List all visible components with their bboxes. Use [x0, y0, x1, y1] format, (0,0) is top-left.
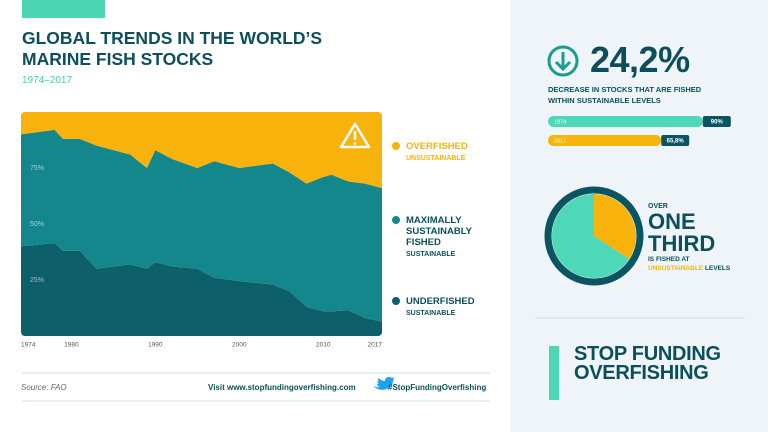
legend-label: OVERFISHED — [406, 141, 468, 152]
y-tick-label: 25% — [30, 277, 44, 284]
area-band — [21, 129, 382, 322]
legend-swatch — [392, 216, 400, 224]
pie-chart — [544, 186, 644, 286]
legend-status: UNSUSTAINABLE — [406, 155, 466, 162]
pie-note: IS FISHED AT — [648, 256, 690, 263]
y-tick-label: 75% — [30, 165, 44, 172]
x-tick-label: 1974 — [21, 342, 36, 349]
warning-icon — [339, 122, 371, 149]
cta-accent — [549, 346, 559, 400]
value-label-box — [702, 116, 731, 127]
twitter-icon — [371, 377, 395, 390]
hashtag: #StopFundingOverfishing — [388, 383, 487, 392]
pie-over: OVER — [648, 203, 668, 210]
pie-highlight: UNSUSTAINABLE — [648, 265, 704, 272]
stat-caption: DECREASE IN STOCKS THAT ARE FISHED WITHI… — [548, 85, 702, 105]
value-label: 90% — [711, 119, 724, 125]
area-chart — [21, 112, 382, 336]
pie-slice — [594, 194, 636, 259]
legend-label: UNDERFISHED — [406, 296, 475, 307]
value-label-box — [661, 135, 690, 146]
bar-category: 1974 — [554, 119, 566, 125]
pie-note-end: LEVELS — [704, 265, 731, 272]
pie-headline: ONE THIRD — [648, 209, 716, 256]
y-tick-label: 50% — [30, 221, 44, 228]
pie-ring — [544, 186, 644, 286]
value-label: 65,8% — [667, 138, 685, 144]
area-band — [21, 243, 382, 336]
area-band — [21, 112, 382, 189]
x-tick-label: 1980 — [64, 342, 79, 349]
legend-status: SUSTAINABLE — [406, 310, 456, 317]
x-tick-label: 2000 — [232, 342, 247, 349]
x-tick-label: 1990 — [148, 342, 163, 349]
pie-note-line: UNSUSTAINABLE LEVELS — [648, 265, 730, 272]
chart-subtitle: 1974–2017 — [22, 75, 73, 86]
legend-status: SUSTAINABLE — [406, 251, 456, 258]
source: Source: FAO — [21, 383, 67, 392]
legend-swatch — [392, 297, 400, 305]
stat-value: 24,2% — [590, 39, 690, 80]
down-arrow-icon — [547, 45, 579, 77]
bar — [548, 135, 662, 146]
legend-label: MAXIMALLY SUSTAINABLY FISHED — [406, 215, 472, 248]
x-tick-label: 2017 — [368, 342, 383, 349]
accent-bar — [22, 0, 105, 18]
pie-slice — [551, 194, 630, 278]
legend-swatch — [392, 142, 400, 150]
x-tick-label: 2010 — [316, 342, 331, 349]
chart-title: GLOBAL TRENDS IN THE WORLD’S MARINE FISH… — [22, 28, 323, 69]
website: Visit www.stopfundingoverfishing.com — [208, 383, 356, 392]
bar-category: 2017 — [554, 138, 566, 144]
bar — [548, 116, 703, 127]
cta: STOP FUNDING OVERFISHING — [574, 343, 721, 384]
